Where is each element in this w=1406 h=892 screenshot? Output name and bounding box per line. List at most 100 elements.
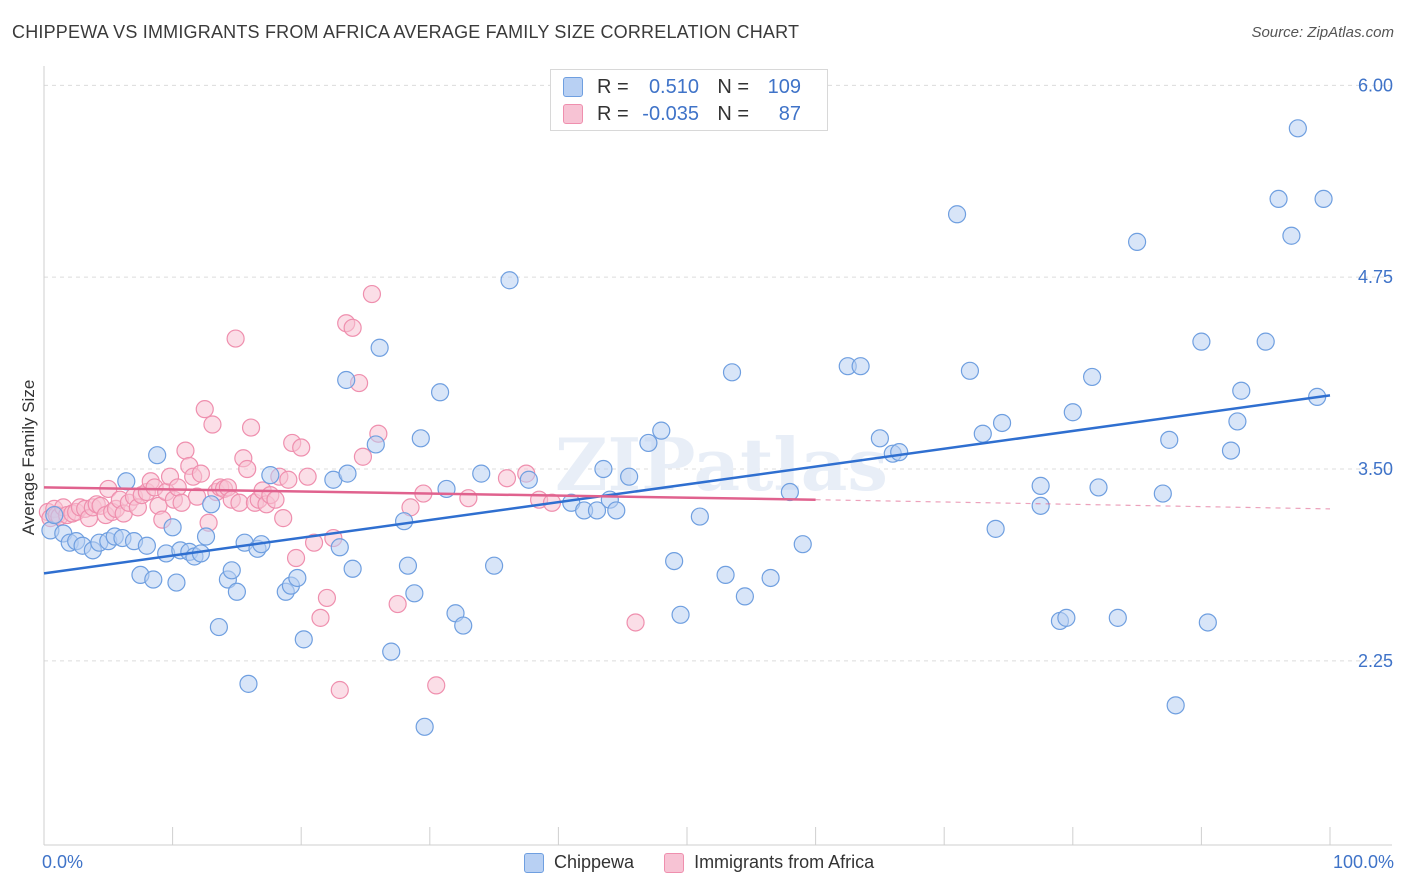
chippewa-point	[227, 582, 246, 601]
africa-point	[274, 509, 293, 528]
chippewa-point	[1282, 226, 1301, 245]
chippewa-point	[1228, 412, 1247, 431]
n-label: N =	[717, 102, 749, 125]
chippewa-point	[1314, 189, 1333, 209]
legend-label-africa: Immigrants from Africa	[694, 852, 875, 872]
chippewa-point	[500, 271, 519, 290]
africa-point	[388, 594, 407, 614]
n-value: 109	[767, 75, 801, 98]
chippewa-point	[382, 642, 401, 661]
chippewa-point	[167, 573, 186, 592]
chippewa-point	[1031, 476, 1050, 495]
chippewa-point	[992, 413, 1012, 433]
africa-point	[311, 608, 330, 627]
chippewa-point	[338, 464, 357, 483]
x-tick-label-max: 100.0%	[1332, 852, 1394, 872]
legend-item-chippewa[interactable]: Chippewa	[524, 852, 634, 873]
africa-point	[343, 318, 362, 337]
chippewa-point	[722, 363, 742, 382]
chippewa-point	[690, 507, 709, 526]
n-value: 87	[778, 102, 801, 125]
chippewa-point	[1166, 696, 1185, 715]
stats-row-chippewa: R = 0.510 N = 109	[563, 74, 801, 100]
chippewa-point	[394, 512, 414, 531]
chippewa-swatch	[563, 77, 583, 97]
chippewa-point	[209, 617, 228, 637]
chippewa-point	[137, 536, 156, 555]
y-axis-title: Average Family Size	[19, 380, 38, 536]
africa-point	[459, 489, 478, 508]
legend-item-africa[interactable]: Immigrants from Africa	[664, 852, 874, 873]
immigrants-from-africa-points	[38, 284, 645, 700]
chippewa-point	[366, 435, 385, 454]
chippewa-point	[1269, 189, 1288, 209]
chippewa-point	[454, 616, 473, 635]
chippewa-point	[337, 370, 356, 390]
chippewa-point	[1192, 332, 1211, 351]
chippewa-point	[947, 205, 967, 224]
africa-point	[191, 464, 210, 483]
chippewa-point	[594, 459, 613, 479]
chippewa-point	[761, 568, 780, 588]
africa-point	[241, 418, 261, 437]
africa-swatch	[664, 852, 685, 873]
africa-trend-line-dashed	[815, 499, 1331, 510]
chippewa-point	[415, 717, 434, 736]
chippewa-point	[163, 518, 182, 537]
chippewa-point	[144, 570, 163, 589]
chart-title: CHIPPEWA VS IMMIGRANTS FROM AFRICA AVERA…	[12, 22, 800, 42]
chippewa-swatch	[524, 852, 544, 873]
africa-point	[176, 441, 195, 460]
chippewa-point	[639, 433, 658, 453]
africa-point	[238, 459, 257, 479]
chippewa-point	[587, 501, 607, 520]
r-label: R =	[597, 75, 629, 98]
chippewa-point	[793, 535, 812, 554]
chippewa-point	[671, 605, 690, 624]
chippewa-point	[986, 519, 1005, 538]
chippewa-point	[148, 446, 167, 465]
chippewa-point	[652, 421, 671, 440]
chippewa-point	[45, 505, 64, 525]
chippewa-point	[202, 495, 221, 514]
chippewa-point	[890, 443, 909, 462]
chippewa-point	[196, 527, 216, 546]
r-value: -0.035	[642, 102, 699, 125]
africa-point	[230, 493, 249, 512]
chippewa-point	[1057, 608, 1076, 627]
chippewa-point	[1127, 232, 1147, 251]
africa-point	[626, 613, 645, 632]
africa-point	[266, 490, 285, 509]
chippewa-point	[294, 630, 313, 649]
chippewa-point	[1288, 119, 1307, 138]
stats-legend-box: R = 0.510 N = 109 R = -0.035 N = 87	[550, 69, 828, 131]
y-tick-label: 4.75	[1358, 267, 1393, 287]
africa-trend-line	[43, 486, 816, 501]
y-tick-label: 6.00	[1358, 75, 1393, 95]
y-tick-label: 2.25	[1358, 651, 1393, 671]
chippewa-point	[1063, 403, 1082, 422]
stats-row-africa: R = -0.035 N = 87	[563, 101, 801, 127]
n-label: N =	[717, 75, 749, 98]
chippewa-point	[1160, 430, 1179, 449]
chippewa-point	[330, 538, 349, 557]
y-tick-labels: 2.25 3.50 4.75 6.00	[1358, 75, 1393, 670]
chippewa-point	[1256, 332, 1275, 351]
chippewa-point	[239, 674, 258, 693]
legend-label-chippewa: Chippewa	[554, 852, 635, 872]
chippewa-point	[288, 568, 307, 588]
chippewa-point	[411, 429, 430, 448]
chippewa-point	[1153, 484, 1172, 503]
africa-point	[279, 470, 298, 489]
africa-point	[195, 400, 214, 419]
chippewa-point	[1031, 496, 1050, 515]
chippewa-point	[370, 338, 389, 357]
africa-point	[353, 447, 373, 466]
chippewa-point	[716, 565, 735, 585]
chippewa-point	[665, 551, 684, 571]
x-tick-label-min: 0.0%	[42, 852, 84, 872]
chippewa-point	[1232, 381, 1251, 400]
africa-point	[427, 676, 446, 695]
chippewa-point	[1108, 608, 1127, 627]
